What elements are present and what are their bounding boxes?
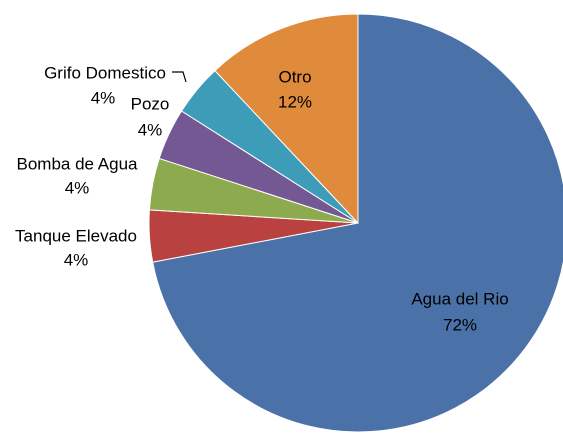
pie-slice	[152, 13, 563, 433]
category-label: Agua del Rio	[411, 289, 508, 308]
category-label: Pozo	[131, 94, 170, 113]
category-label: Bomba de Agua	[17, 154, 139, 173]
value-label: 4%	[138, 120, 163, 139]
leader-line	[172, 71, 187, 83]
value-label: 12%	[278, 92, 312, 111]
category-label: Tanque Elevado	[15, 226, 137, 245]
category-label: Otro	[278, 67, 311, 86]
value-label: 4%	[65, 178, 90, 197]
value-label: 72%	[443, 315, 477, 334]
category-label: Grifo Domestico	[44, 63, 166, 82]
pie-slice	[214, 13, 359, 225]
value-label: 4%	[64, 250, 89, 269]
value-label: 4%	[91, 88, 116, 107]
